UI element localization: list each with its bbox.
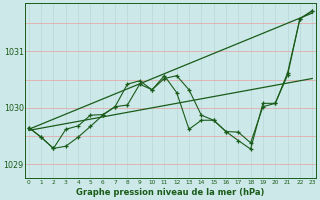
X-axis label: Graphe pression niveau de la mer (hPa): Graphe pression niveau de la mer (hPa)	[76, 188, 265, 197]
